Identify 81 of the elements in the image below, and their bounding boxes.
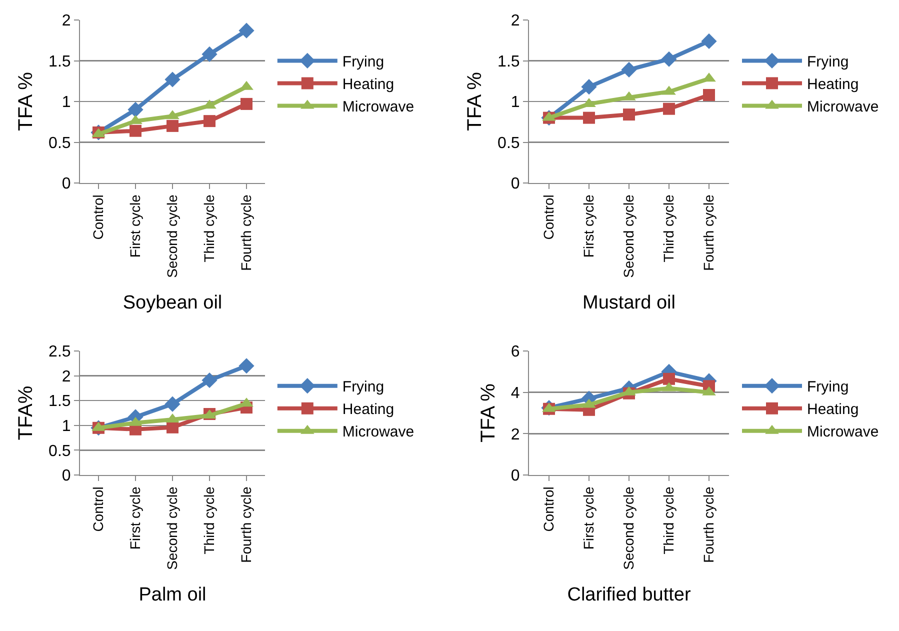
- legend-label: Heating: [807, 76, 859, 94]
- point: [202, 46, 218, 62]
- point: [202, 372, 218, 388]
- x-axis-title: Soybean oil: [122, 292, 222, 314]
- legend-label: Microwave: [342, 424, 414, 441]
- x-tick-label: Second cycle: [164, 194, 180, 278]
- x-tick-label: Third cycle: [660, 194, 677, 262]
- x-tick-label: Second cycle: [620, 194, 637, 278]
- point: [204, 115, 216, 128]
- legend-label: Microwave: [342, 98, 414, 116]
- y-tick-label: 0.5: [498, 134, 520, 152]
- x-tick-label: Fourth cycle: [238, 486, 254, 563]
- legend-label: Microwave: [807, 424, 879, 441]
- y-tick-label: 0: [510, 176, 520, 193]
- x-tick-label: First cycle: [127, 194, 144, 258]
- y-tick-label: 2: [510, 426, 520, 444]
- x-tick-label: Control: [90, 486, 106, 532]
- y-axis-title: TFA %: [464, 72, 486, 131]
- x-tick-label: First cycle: [127, 486, 144, 550]
- x-tick-label: First cycle: [580, 194, 597, 258]
- point: [238, 358, 254, 374]
- legend-label: Frying: [807, 378, 849, 396]
- x-tick-label: Control: [540, 194, 557, 240]
- point: [623, 108, 635, 121]
- y-tick-label: 1: [510, 94, 520, 112]
- y-tick-label: 0: [510, 468, 520, 485]
- y-tick-label: 0: [62, 468, 71, 485]
- point: [240, 98, 252, 110]
- legend-label: Microwave: [807, 98, 879, 116]
- legend-label: Frying: [342, 54, 384, 71]
- x-tick-label: Control: [90, 194, 106, 240]
- x-tick-label: First cycle: [580, 486, 597, 550]
- y-tick-label: 4: [510, 384, 520, 402]
- point: [583, 112, 595, 124]
- x-axis-title: Palm oil: [138, 584, 206, 606]
- y-tick-label: 1: [62, 94, 71, 112]
- y-axis-title: TFA %: [477, 383, 500, 442]
- x-tick-label: Second cycle: [620, 486, 637, 570]
- x-tick-label: Third cycle: [201, 486, 218, 554]
- y-tick-label: 1.5: [48, 53, 71, 70]
- y-tick-label: 1.5: [498, 53, 520, 70]
- y-tick-label: 1: [62, 418, 71, 435]
- y-tick-label: 2.5: [48, 344, 71, 361]
- point: [128, 102, 144, 118]
- y-axis-title: TFA%: [15, 386, 38, 440]
- point: [661, 51, 677, 67]
- point: [164, 396, 180, 412]
- y-tick-label: 1.5: [48, 393, 71, 410]
- point: [703, 88, 715, 101]
- legend-label: Heating: [342, 401, 394, 418]
- y-tick-label: 0.5: [48, 442, 71, 460]
- x-tick-label: Third cycle: [660, 486, 677, 554]
- point: [663, 372, 675, 385]
- legend-label: Frying: [807, 54, 849, 71]
- y-tick-label: 0: [62, 176, 71, 193]
- point: [621, 62, 637, 78]
- point: [701, 33, 717, 49]
- x-tick-label: Third cycle: [201, 194, 218, 262]
- point: [663, 102, 675, 115]
- y-tick-label: 2: [62, 368, 71, 386]
- x-tick-label: Fourth cycle: [700, 486, 717, 563]
- x-axis-title: Clarified butter: [567, 584, 692, 606]
- x-tick-label: Fourth cycle: [700, 194, 717, 271]
- legend-label: Frying: [342, 378, 384, 396]
- x-tick-label: Control: [540, 486, 557, 532]
- x-tick-label: Second cycle: [164, 486, 180, 570]
- y-tick-label: 2: [62, 12, 71, 30]
- y-tick-label: 0.5: [48, 134, 71, 152]
- y-axis-title: TFA %: [15, 72, 38, 131]
- y-tick-label: 6: [510, 344, 520, 361]
- legend-label: Heating: [807, 401, 859, 418]
- x-tick-label: Fourth cycle: [238, 194, 254, 271]
- point: [166, 120, 178, 132]
- point: [581, 79, 597, 95]
- point: [130, 124, 142, 137]
- x-axis-title: Mustard oil: [582, 292, 676, 314]
- legend-label: Heating: [342, 76, 394, 94]
- point: [166, 421, 178, 434]
- point: [164, 72, 180, 88]
- y-tick-label: 2: [510, 12, 520, 30]
- point: [238, 22, 254, 38]
